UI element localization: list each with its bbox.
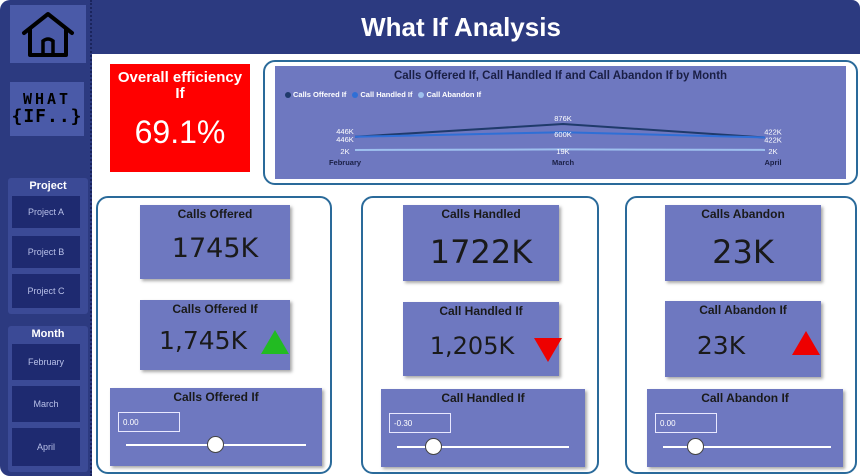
slider-thumb[interactable] <box>687 438 704 455</box>
x-tick-label: April <box>764 158 781 167</box>
slicer-item-project-a[interactable]: Project A <box>12 196 80 228</box>
kpi-card-calls-abandon: Calls Abandon 23K <box>665 205 821 281</box>
kpi-label: Calls Abandon <box>701 207 785 221</box>
kpi-value: 23K <box>712 233 774 271</box>
slicer-item-april[interactable]: April <box>12 428 80 466</box>
data-label: 422K <box>764 135 782 144</box>
month-slicer: Month February March April <box>8 326 88 472</box>
chart-legend: Calls Offered If Call Handled If Call Ab… <box>285 90 481 99</box>
slider-value-input[interactable]: 0.00 <box>118 412 180 432</box>
slider-label: Call Handled If <box>441 391 525 405</box>
panel-calls-abandon: Calls Abandon 23K Call Abandon If 23K Ca… <box>625 196 857 474</box>
trend-down-icon <box>534 338 562 362</box>
series-line-2[interactable] <box>354 148 766 151</box>
trend-up-icon <box>261 330 289 354</box>
data-label: 2K <box>340 147 349 156</box>
kpi-label: Calls Handled <box>441 207 521 221</box>
slider-track[interactable] <box>397 446 569 448</box>
efficiency-title: Overall efficiency If <box>117 69 243 102</box>
data-label: 446K <box>336 135 354 144</box>
series-line-1[interactable] <box>354 131 766 139</box>
data-label: 446K <box>336 127 354 136</box>
legend-label-handled: Call Handled If <box>360 90 413 99</box>
slicer-item-march[interactable]: March <box>12 386 80 422</box>
kpi-card-call-handled-if: Call Handled If 1,205K <box>403 302 562 376</box>
slider-track[interactable] <box>663 446 831 448</box>
trend-up-icon <box>792 331 820 355</box>
project-slicer: Project Project A Project B Project C <box>8 178 88 314</box>
slider-label: Call Abandon If <box>701 391 789 405</box>
chart-container: Calls Offered If, Call Handled If and Ca… <box>263 60 858 185</box>
kpi-label: Call Abandon If <box>699 303 787 317</box>
data-label: 600K <box>554 130 572 139</box>
kpi-card-call-abandon-if: Call Abandon If 23K <box>665 301 821 377</box>
kpi-card-calls-offered: Calls Offered 1745K <box>140 205 290 279</box>
kpi-value: 1722K <box>429 233 533 271</box>
header-bar: What If Analysis <box>92 0 860 54</box>
kpi-label: Call Handled If <box>439 304 523 318</box>
kpi-label: Calls Offered If <box>172 302 258 316</box>
data-label: 19K <box>556 147 569 156</box>
kpi-label: Calls Offered <box>177 207 253 221</box>
slider-value-input[interactable]: -0.30 <box>389 413 451 433</box>
kpi-value: 1,745K <box>159 326 247 355</box>
slider-card-offered: Calls Offered If 0.00 <box>110 388 322 466</box>
project-slicer-title: Project <box>29 180 67 192</box>
panel-calls-handled: Calls Handled 1722K Call Handled If 1,20… <box>361 196 599 474</box>
series-line-0[interactable] <box>354 122 766 139</box>
sidebar: WHAT {IF..} Project Project A Project B … <box>0 0 92 476</box>
slider-thumb[interactable] <box>425 438 442 455</box>
kpi-value: 1,205K <box>429 332 515 360</box>
slider-card-handled: Call Handled If -0.30 <box>381 389 585 467</box>
data-label: 422K <box>764 127 782 136</box>
data-label: 876K <box>554 114 572 123</box>
kpi-card-calls-handled: Calls Handled 1722K <box>403 205 559 281</box>
legend-label-abandon: Call Abandon If <box>426 90 482 99</box>
slider-label: Calls Offered If <box>173 390 259 404</box>
home-icon <box>22 12 74 57</box>
legend-label-offered: Calls Offered If <box>293 90 347 99</box>
slicer-item-project-b[interactable]: Project B <box>12 236 80 268</box>
panel-calls-offered: Calls Offered 1745K Calls Offered If 1,7… <box>96 196 332 474</box>
legend-item-offered[interactable]: Calls Offered If <box>285 90 346 99</box>
x-tick-label: February <box>329 158 362 167</box>
data-label: 2K <box>768 147 777 156</box>
legend-item-handled[interactable]: Call Handled If <box>352 90 412 99</box>
home-button[interactable] <box>10 5 86 63</box>
slider-value-input[interactable]: 0.00 <box>655 413 717 433</box>
legend-item-abandon[interactable]: Call Abandon If <box>418 90 481 99</box>
logo-line-2: {IF..} <box>11 106 83 127</box>
what-if-logo: WHAT {IF..} <box>10 82 84 136</box>
slider-thumb[interactable] <box>207 436 224 453</box>
logo-line-1: WHAT <box>22 90 72 108</box>
kpi-card-calls-offered-if: Calls Offered If 1,745K <box>140 300 290 370</box>
chart-plot: 446K 876K 422K 446K 600K 422K 2K 19K 2K February M… <box>329 114 782 167</box>
efficiency-card: Overall efficiency If 69.1% <box>110 64 250 172</box>
kpi-value: 1745K <box>171 233 259 264</box>
line-chart[interactable]: Calls Offered If, Call Handled If and Ca… <box>275 66 846 179</box>
chart-title: Calls Offered If, Call Handled If and Ca… <box>393 70 728 82</box>
month-slicer-title: Month <box>31 328 65 340</box>
kpi-value: 23K <box>696 331 746 360</box>
page-title: What If Analysis <box>361 11 561 42</box>
x-tick-label: March <box>552 158 575 167</box>
slicer-item-project-c[interactable]: Project C <box>12 274 80 308</box>
slicer-item-february[interactable]: February <box>12 344 80 380</box>
slider-card-abandon: Call Abandon If 0.00 <box>647 389 843 467</box>
efficiency-value: 69.1% <box>134 114 226 150</box>
